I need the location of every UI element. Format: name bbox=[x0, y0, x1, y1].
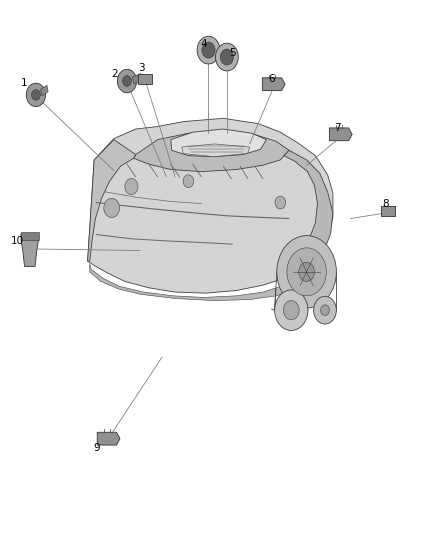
Circle shape bbox=[125, 179, 138, 195]
Polygon shape bbox=[21, 233, 39, 266]
Circle shape bbox=[287, 248, 326, 296]
Circle shape bbox=[104, 198, 120, 217]
Polygon shape bbox=[40, 85, 48, 96]
Circle shape bbox=[299, 262, 314, 281]
Circle shape bbox=[220, 49, 233, 65]
Text: 4: 4 bbox=[200, 39, 207, 49]
Polygon shape bbox=[284, 150, 333, 278]
Circle shape bbox=[197, 36, 220, 64]
Circle shape bbox=[275, 196, 286, 209]
Polygon shape bbox=[132, 74, 143, 84]
Text: 10: 10 bbox=[11, 236, 24, 246]
Polygon shape bbox=[88, 118, 333, 293]
Circle shape bbox=[26, 83, 46, 107]
Polygon shape bbox=[97, 432, 120, 445]
Polygon shape bbox=[90, 264, 293, 301]
Polygon shape bbox=[262, 78, 285, 91]
Polygon shape bbox=[329, 128, 352, 141]
Circle shape bbox=[275, 290, 308, 330]
Circle shape bbox=[321, 305, 329, 316]
Circle shape bbox=[32, 90, 40, 100]
Text: 3: 3 bbox=[138, 63, 145, 73]
Circle shape bbox=[314, 296, 336, 324]
Polygon shape bbox=[171, 129, 266, 157]
Polygon shape bbox=[381, 206, 395, 216]
Circle shape bbox=[183, 175, 194, 188]
Polygon shape bbox=[88, 140, 136, 261]
Text: 1: 1 bbox=[21, 78, 28, 87]
Text: 5: 5 bbox=[229, 49, 236, 58]
Text: 7: 7 bbox=[334, 123, 341, 133]
Polygon shape bbox=[134, 131, 289, 172]
Text: 6: 6 bbox=[268, 74, 275, 84]
Circle shape bbox=[277, 236, 336, 308]
Circle shape bbox=[117, 69, 137, 93]
Circle shape bbox=[123, 76, 131, 86]
Polygon shape bbox=[182, 144, 250, 157]
Circle shape bbox=[283, 301, 299, 320]
Text: 2: 2 bbox=[111, 69, 118, 78]
Circle shape bbox=[215, 43, 238, 71]
Circle shape bbox=[202, 42, 215, 58]
Text: 8: 8 bbox=[382, 199, 389, 208]
Text: 9: 9 bbox=[93, 443, 100, 453]
Polygon shape bbox=[138, 74, 152, 84]
Polygon shape bbox=[21, 232, 39, 240]
